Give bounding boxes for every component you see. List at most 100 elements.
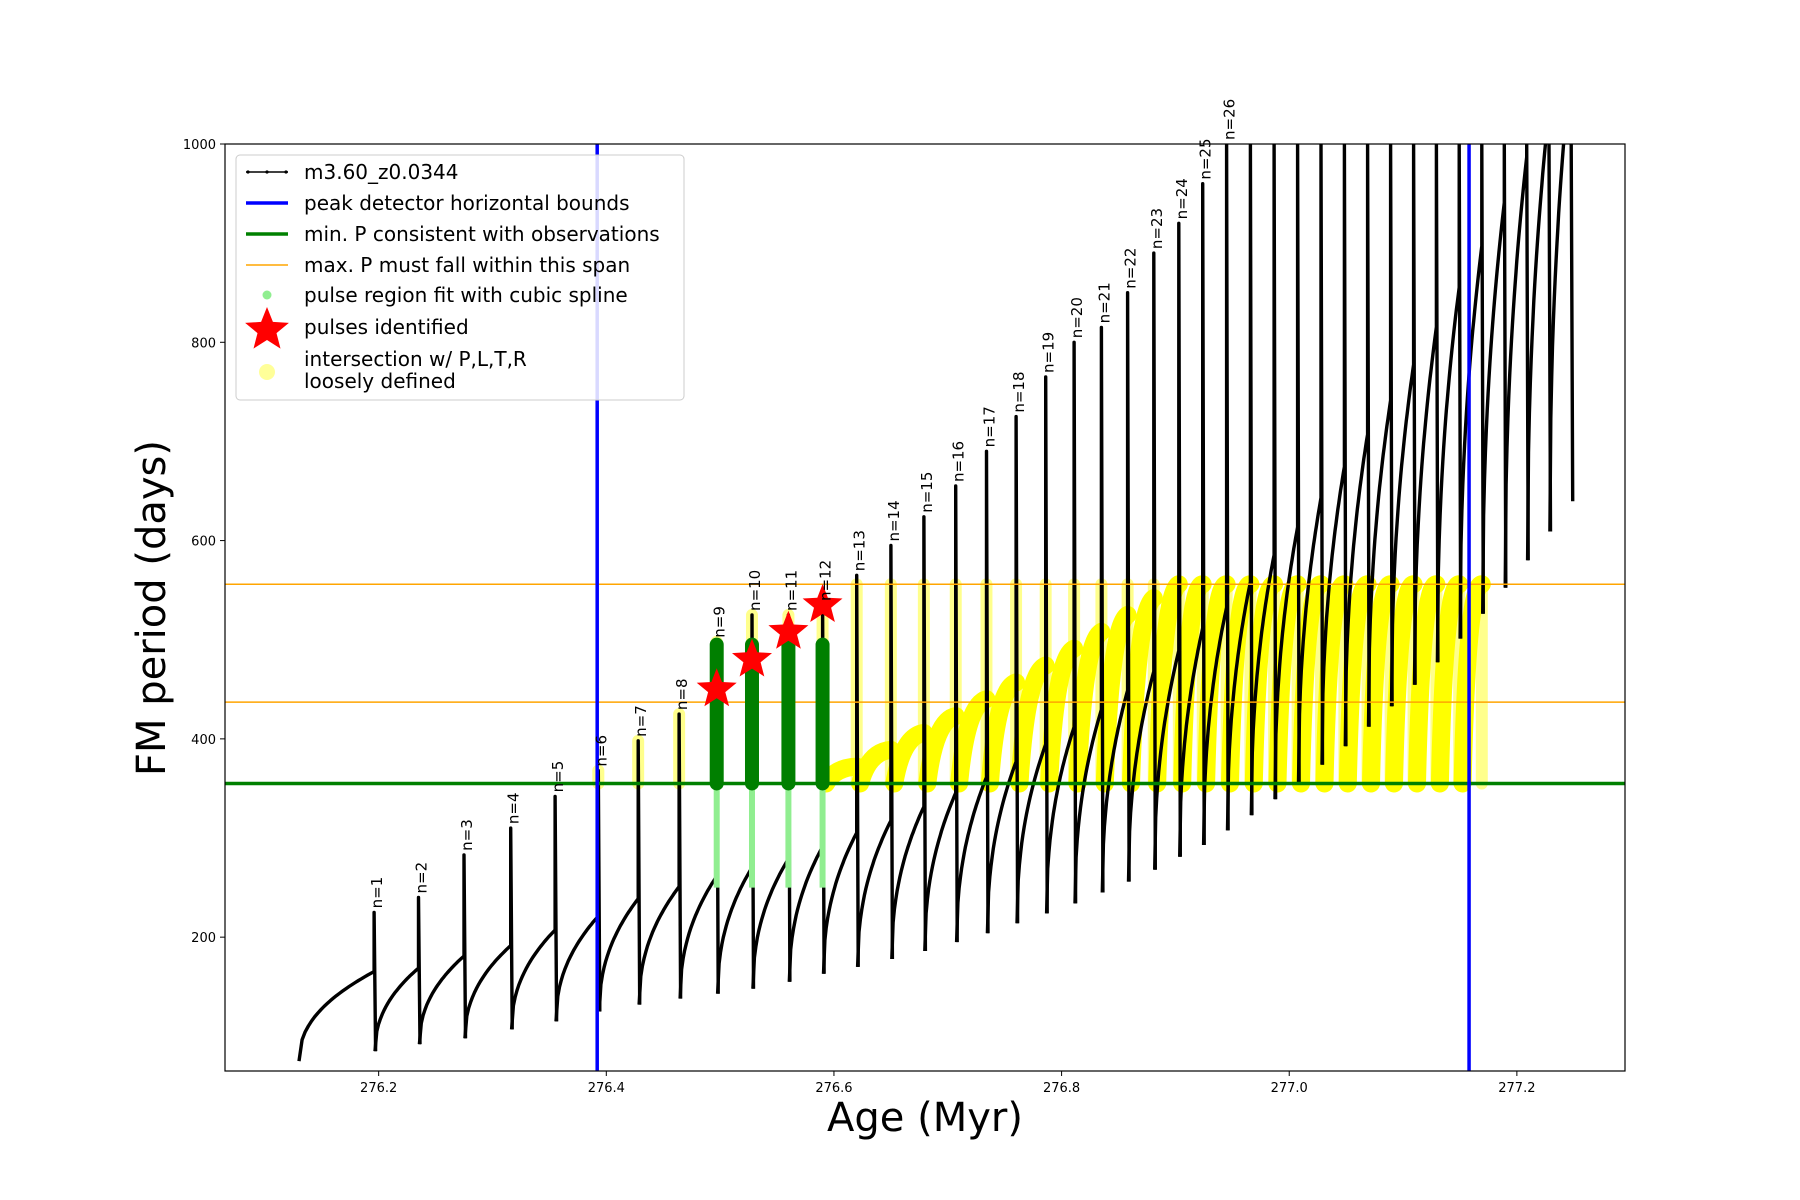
legend-label-star: pulses identified [304, 315, 469, 339]
track-segment [417, 853, 468, 1045]
track-segment [1201, 144, 1230, 846]
pulse-label: n=1 [368, 877, 386, 909]
pulse-label: n=20 [1068, 297, 1086, 338]
track-segment [297, 910, 378, 1062]
track-segment [821, 573, 860, 974]
legend-entry-min-p: min. P consistent with observations [246, 222, 660, 246]
intersection-arc [1095, 605, 1137, 793]
pulse-label: n=4 [505, 792, 523, 824]
legend-frame [235, 154, 685, 401]
pulse-labels-group: n=1 n=2 n=3 n=4 n=5 n=6 n=7 n=8 n=9 n=10 n=11 n=12 n… [368, 99, 1239, 909]
y-tick-label: 800 [191, 336, 216, 351]
legend-marker-intersection [259, 364, 275, 380]
pulse-label: n=13 [851, 530, 869, 571]
pulse-label: n=18 [1010, 371, 1028, 412]
track-segment [1435, 144, 1463, 663]
track-segment [678, 640, 720, 999]
pulse-label: n=6 [592, 735, 610, 767]
x-tick-label: 276.2 [360, 1081, 397, 1096]
intersection-arc [1010, 656, 1055, 793]
evolution-track-group [297, 144, 1575, 1062]
track-segment [373, 895, 422, 1052]
intersection-arc [1292, 575, 1330, 793]
legend-label-max-p: max. P must fall within this span [304, 253, 630, 277]
intersection-arc [1385, 575, 1423, 793]
pulse-label: n=21 [1095, 282, 1113, 323]
pulse-label: n=10 [746, 570, 764, 611]
intersection-arc [1362, 575, 1400, 793]
pulse-label: n=22 [1122, 248, 1140, 289]
x-axis-ticks: 276.2 276.4 276.6 276.8 277.0 277.2 [360, 1071, 1535, 1096]
intersection-arc [1408, 575, 1446, 793]
intersection-arc [885, 723, 933, 793]
legend-label-intersection-line1: intersection w/ P,L,T,R [304, 347, 527, 371]
legend-entry-bounds: peak detector horizontal bounds [246, 191, 630, 215]
pulse-label: n=11 [782, 570, 800, 611]
legend-label-bounds: peak detector horizontal bounds [304, 191, 630, 215]
intersection-arc [1338, 575, 1377, 793]
identified-pulse-star [732, 638, 772, 677]
track-segment [1153, 221, 1182, 870]
intersection-arc [1122, 589, 1163, 793]
track-segment [1458, 144, 1485, 639]
intersection-arc [918, 707, 965, 793]
pulse-label: n=25 [1197, 138, 1215, 179]
legend-marker-spline [262, 290, 272, 300]
legend-entry-max-p: max. P must fall within this span [246, 253, 630, 277]
identified-pulses-group [696, 584, 843, 707]
track-segment [855, 543, 895, 967]
pulse-label: n=12 [817, 560, 835, 601]
pulse-label: n=16 [950, 441, 968, 482]
track-segment [1073, 325, 1105, 904]
pulse-label: n=26 [1221, 99, 1239, 140]
pulse-label: n=17 [980, 406, 998, 447]
pulse-label: n=9 [711, 606, 729, 638]
track-segment [985, 414, 1020, 934]
track-segment [509, 794, 559, 1030]
track-segment [1015, 375, 1049, 924]
legend-entry-track: m3.60_z0.0344 [246, 160, 459, 184]
track-segment [787, 603, 826, 982]
track-segment [1273, 144, 1301, 800]
track-segment [751, 613, 792, 989]
track-segment [923, 484, 959, 952]
pulse-label: n=8 [673, 678, 691, 710]
track-segment [1481, 144, 1508, 614]
track-segment [1412, 144, 1440, 685]
pulse-label: n=3 [458, 819, 476, 851]
intersection-arc [1268, 575, 1307, 793]
track-segment [1320, 144, 1348, 765]
track-segment [554, 768, 602, 1022]
horizontal-reference-lines [225, 583, 1625, 786]
legend-label-intersection-line2: loosely defined [304, 369, 456, 393]
intersection-arc [950, 690, 996, 793]
pulse-label: n=24 [1173, 178, 1191, 219]
identified-pulse-star [802, 584, 843, 622]
intersection-arc [1315, 575, 1354, 793]
legend-label-track: m3.60_z0.0344 [304, 160, 459, 184]
track-segment [1503, 144, 1530, 588]
legend-entry-star: pulses identified [245, 307, 469, 349]
plot-content [225, 144, 1625, 1071]
legend-marker-star [245, 307, 289, 349]
track-segment [1044, 340, 1078, 914]
track-segment [1178, 182, 1206, 857]
x-axis-title: Age (Myr) [827, 1095, 1023, 1141]
track-segment [1225, 144, 1254, 831]
legend-entry-spline: pulse region fit with cubic spline [262, 283, 628, 307]
track-segment [1389, 144, 1417, 707]
pulse-label: n=14 [885, 500, 903, 541]
legend-marker-track [246, 170, 288, 174]
x-tick-label: 277.2 [1498, 1081, 1535, 1096]
track-segment [463, 826, 514, 1039]
intersection-arc [1148, 575, 1188, 793]
track-segment [597, 739, 642, 1012]
track-segment [1525, 144, 1553, 561]
intersection-arc [980, 673, 1026, 793]
track-segment [1343, 144, 1371, 747]
legend: m3.60_z0.0344 peak detector horizontal b… [235, 154, 685, 401]
track-segment [890, 515, 928, 960]
y-tick-label: 600 [191, 535, 216, 550]
intersection-arc [1040, 639, 1084, 793]
